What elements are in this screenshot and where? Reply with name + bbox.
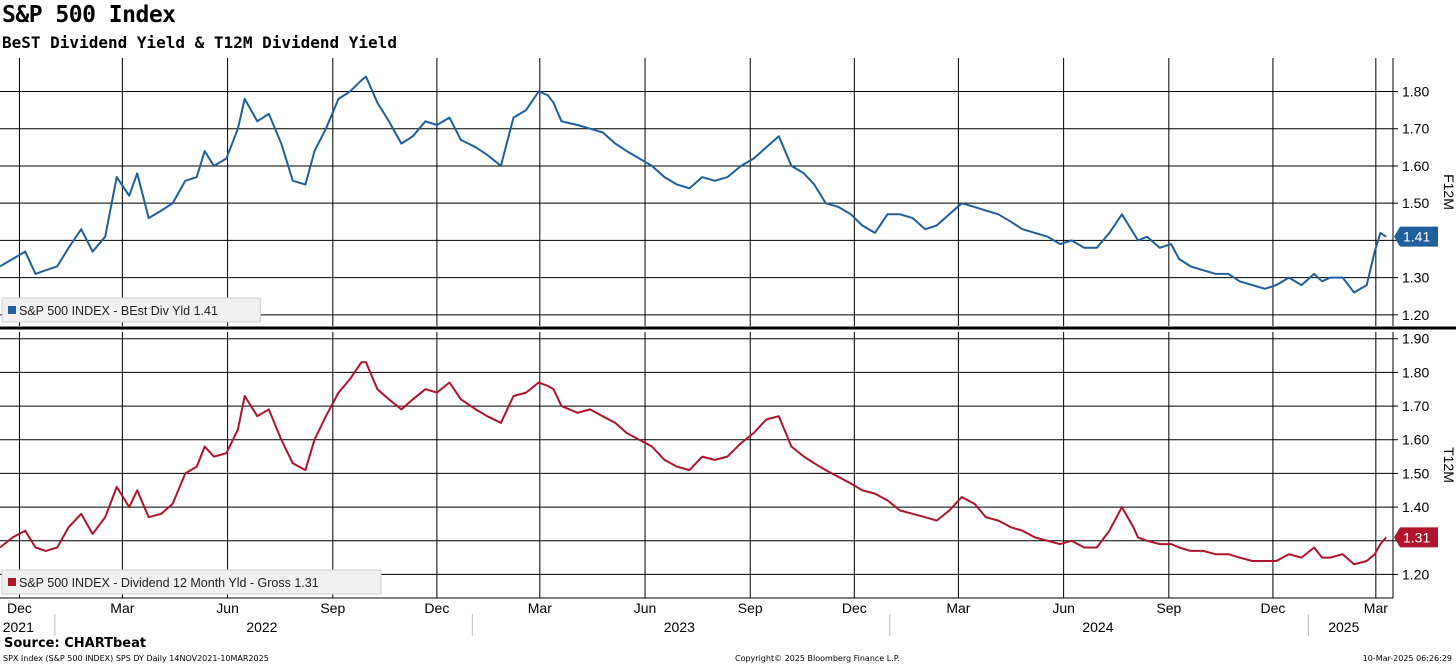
x-month-label-2: Jun — [216, 600, 239, 616]
x-month-label-11: Sep — [1156, 600, 1181, 616]
ytick-label-top-0: 1.20 — [1402, 307, 1429, 323]
footer-copyright: Copyright© 2025 Bloomberg Finance L.P. — [735, 654, 900, 663]
chart-title: S&P 500 Index — [2, 2, 176, 28]
last-value-label-bottom: 1.31 — [1403, 529, 1430, 545]
bottom-panel: 1.201.301.401.501.601.701.801.90T12M1.31… — [0, 331, 1456, 598]
series-line-top — [0, 75, 1387, 294]
y-axis-label-top: F12M — [1441, 174, 1456, 210]
x-month-label-7: Sep — [738, 600, 763, 616]
last-value-label-top: 1.41 — [1403, 229, 1430, 245]
legend-swatch-top — [8, 306, 16, 314]
x-year-label-1: 2022 — [246, 619, 277, 635]
x-year-label-2: 2023 — [664, 619, 695, 635]
x-month-label-12: Dec — [1260, 600, 1285, 616]
x-year-label-4: 2025 — [1328, 619, 1359, 635]
ytick-label-bottom-0: 1.20 — [1402, 566, 1429, 582]
ytick-label-bottom-3: 1.50 — [1402, 465, 1429, 481]
x-month-label-10: Jun — [1052, 600, 1075, 616]
legend-label-bottom: S&P 500 INDEX - Dividend 12 Month Yld - … — [19, 576, 319, 590]
x-month-label-0: Dec — [7, 600, 32, 616]
ytick-label-top-6: 1.80 — [1402, 84, 1429, 100]
legend-swatch-bottom — [8, 578, 16, 586]
ytick-label-bottom-6: 1.80 — [1402, 364, 1429, 380]
source-label: Source: CHARTbeat — [4, 636, 147, 651]
y-axis-label-bottom: T12M — [1441, 447, 1456, 483]
footer-timestamp: 10-Mar-2025 06:26:29 — [1362, 654, 1452, 663]
top-panel: 1.201.301.401.501.601.701.80F12M1.41S&P … — [0, 58, 1456, 326]
x-month-label-13: Mar — [1364, 600, 1388, 616]
ytick-label-bottom-5: 1.70 — [1402, 398, 1429, 414]
last-value-badge-top — [1394, 226, 1438, 247]
x-axis: Dec Mar Jun Sep Dec Mar Jun Sep Dec Mar Jun Sep Dec M… — [0, 597, 1393, 636]
ytick-label-bottom-2: 1.40 — [1402, 499, 1429, 515]
ytick-label-bottom-4: 1.60 — [1402, 432, 1429, 448]
chart-subtitle: BeST Dividend Yield & T12M Dividend Yiel… — [2, 33, 397, 52]
x-year-label-3: 2024 — [1082, 619, 1113, 635]
x-month-label-1: Mar — [110, 600, 134, 616]
ytick-label-top-1: 1.30 — [1402, 270, 1429, 286]
x-month-label-5: Mar — [528, 600, 552, 616]
footer-info: SPX Index (S&P 500 INDEX) SPS DY Daily 1… — [3, 654, 269, 663]
last-value-badge-bottom — [1394, 527, 1438, 548]
x-year-label-0: 2021 — [3, 619, 34, 635]
x-month-label-6: Jun — [634, 600, 657, 616]
x-month-label-8: Dec — [842, 600, 867, 616]
x-month-label-3: Sep — [320, 600, 345, 616]
ytick-label-top-4: 1.60 — [1402, 158, 1429, 174]
ytick-label-top-5: 1.70 — [1402, 121, 1429, 137]
ytick-label-bottom-7: 1.90 — [1402, 331, 1429, 347]
series-line-bottom — [0, 361, 1387, 566]
legend-box-top — [1, 297, 261, 323]
x-month-label-9: Mar — [946, 600, 970, 616]
ytick-label-top-3: 1.50 — [1402, 195, 1429, 211]
x-month-label-4: Dec — [424, 600, 449, 616]
legend-box-bottom — [1, 569, 382, 595]
legend-label-top: S&P 500 INDEX - BEst Div Yld 1.41 — [19, 304, 218, 318]
